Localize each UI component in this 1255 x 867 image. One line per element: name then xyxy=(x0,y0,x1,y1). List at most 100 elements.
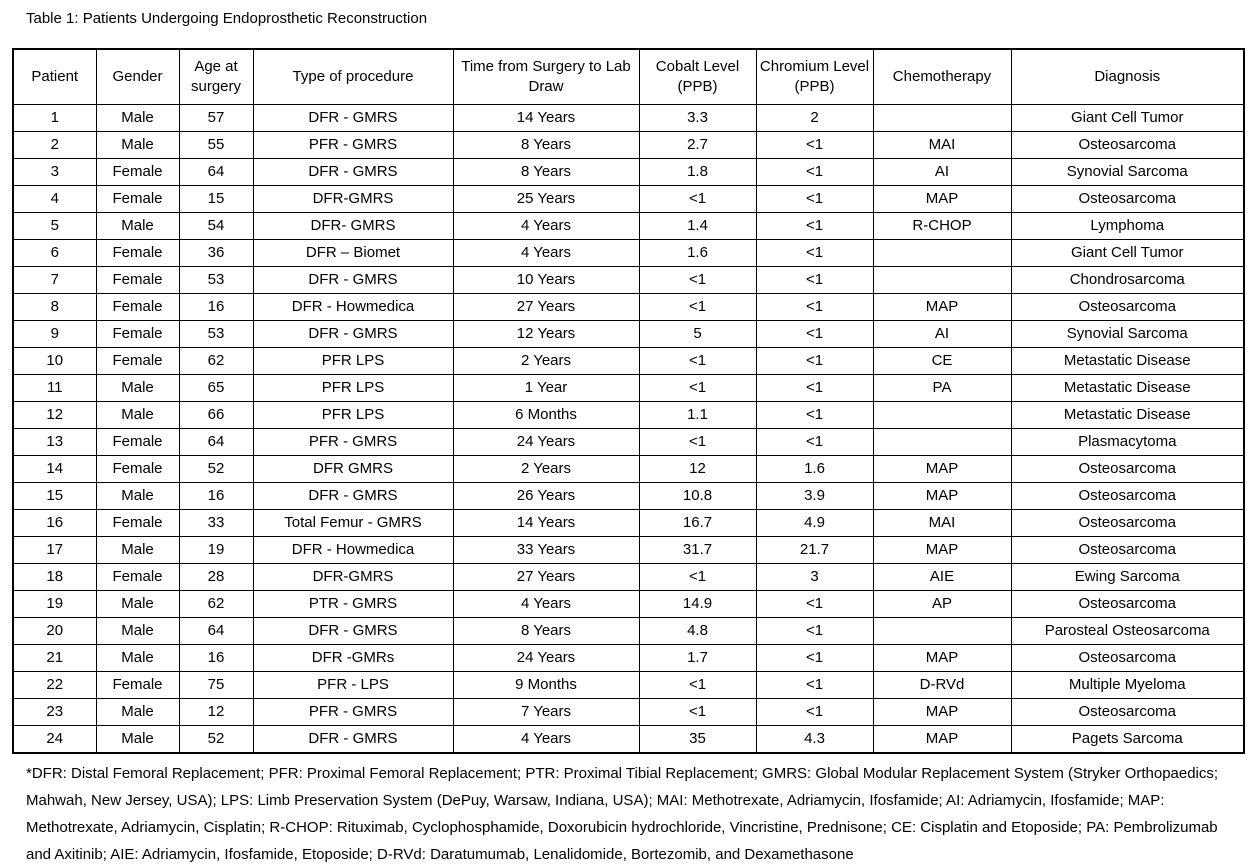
cell-chemo: MAI xyxy=(872,509,1012,537)
cell-patient: 3 xyxy=(12,158,97,186)
cell-time: 14 Years xyxy=(452,104,640,132)
cell-patient: 6 xyxy=(12,239,97,267)
cell-gender: Female xyxy=(95,671,180,699)
cell-procedure: DFR - GMRS xyxy=(252,104,454,132)
column-header-diagnosis: Diagnosis xyxy=(1010,48,1245,105)
cell-patient: 24 xyxy=(12,725,97,754)
cell-age: 75 xyxy=(178,671,254,699)
cell-patient: 13 xyxy=(12,428,97,456)
cell-patient: 9 xyxy=(12,320,97,348)
cell-chemo: AI xyxy=(872,158,1012,186)
cell-chromium: <1 xyxy=(755,374,874,402)
cell-age: 12 xyxy=(178,698,254,726)
cell-age: 64 xyxy=(178,617,254,645)
cell-chromium: 4.9 xyxy=(755,509,874,537)
cell-patient: 10 xyxy=(12,347,97,375)
cell-age: 52 xyxy=(178,725,254,754)
cell-chemo: AI xyxy=(872,320,1012,348)
cell-cobalt: <1 xyxy=(638,347,757,375)
column-header-chemo: Chemotherapy xyxy=(872,48,1012,105)
table-row: 18 Female 28 DFR-GMRS 27 Years <1 3 AIE Ewing Sa… xyxy=(12,563,1245,591)
cell-time: 12 Years xyxy=(452,320,640,348)
cell-time: 14 Years xyxy=(452,509,640,537)
cell-patient: 22 xyxy=(12,671,97,699)
cell-gender: Male xyxy=(95,617,180,645)
cell-diagnosis: Chondrosarcoma xyxy=(1010,266,1245,294)
cell-cobalt: 3.3 xyxy=(638,104,757,132)
cell-cobalt: 1.7 xyxy=(638,644,757,672)
cell-gender: Male xyxy=(95,104,180,132)
cell-cobalt: 1.8 xyxy=(638,158,757,186)
cell-chromium: <1 xyxy=(755,185,874,213)
cell-age: 16 xyxy=(178,482,254,510)
cell-diagnosis: Multiple Myeloma xyxy=(1010,671,1245,699)
cell-diagnosis: Giant Cell Tumor xyxy=(1010,104,1245,132)
cell-patient: 4 xyxy=(12,185,97,213)
table-row: 1 Male 57 DFR - GMRS 14 Years 3.3 2 Giant Cell … xyxy=(12,104,1245,132)
cell-gender: Male xyxy=(95,698,180,726)
cell-chemo: R-CHOP xyxy=(872,212,1012,240)
cell-patient: 16 xyxy=(12,509,97,537)
cell-gender: Male xyxy=(95,536,180,564)
table-row: 14 Female 52 DFR GMRS 2 Years 12 1.6 MAP Osteosa… xyxy=(12,455,1245,483)
cell-patient: 8 xyxy=(12,293,97,321)
cell-chromium: <1 xyxy=(755,698,874,726)
cell-chromium: <1 xyxy=(755,644,874,672)
cell-age: 52 xyxy=(178,455,254,483)
cell-chromium: 2 xyxy=(755,104,874,132)
cell-time: 8 Years xyxy=(452,158,640,186)
cell-time: 27 Years xyxy=(452,293,640,321)
cell-time: 9 Months xyxy=(452,671,640,699)
cell-chromium: <1 xyxy=(755,671,874,699)
cell-gender: Male xyxy=(95,401,180,429)
cell-chemo: AIE xyxy=(872,563,1012,591)
cell-chemo xyxy=(872,617,1012,645)
cell-diagnosis: Synovial Sarcoma xyxy=(1010,320,1245,348)
cell-chemo xyxy=(872,428,1012,456)
cell-time: 10 Years xyxy=(452,266,640,294)
cell-procedure: DFR - Howmedica xyxy=(252,536,454,564)
cell-diagnosis: Osteosarcoma xyxy=(1010,590,1245,618)
table-row: 19 Male 62 PTR - GMRS 4 Years 14.9 <1 AP Osteosa… xyxy=(12,590,1245,618)
cell-procedure: PFR - LPS xyxy=(252,671,454,699)
cell-diagnosis: Osteosarcoma xyxy=(1010,698,1245,726)
table-row: 12 Male 66 PFR LPS 6 Months 1.1 <1 Metastatic D… xyxy=(12,401,1245,429)
cell-age: 16 xyxy=(178,644,254,672)
patients-table: Patient Gender Age at surgery Type of proce… xyxy=(12,48,1245,754)
table-row: 3 Female 64 DFR - GMRS 8 Years 1.8 <1 AI Synovia… xyxy=(12,158,1245,186)
cell-chemo: D-RVd xyxy=(872,671,1012,699)
table-row: 2 Male 55 PFR - GMRS 8 Years 2.7 <1 MAI Osteosar… xyxy=(12,131,1245,159)
cell-cobalt: <1 xyxy=(638,266,757,294)
cell-procedure: DFR GMRS xyxy=(252,455,454,483)
cell-procedure: DFR -GMRs xyxy=(252,644,454,672)
cell-time: 33 Years xyxy=(452,536,640,564)
cell-chromium: <1 xyxy=(755,239,874,267)
cell-age: 33 xyxy=(178,509,254,537)
column-header-chromium: Chromium Level (PPB) xyxy=(755,48,874,105)
column-header-time: Time from Surgery to Lab Draw xyxy=(452,48,640,105)
cell-chromium: <1 xyxy=(755,617,874,645)
cell-procedure: DFR-GMRS xyxy=(252,563,454,591)
cell-chemo xyxy=(872,401,1012,429)
table-row: 7 Female 53 DFR - GMRS 10 Years <1 <1 Chondrosa… xyxy=(12,266,1245,294)
cell-gender: Male xyxy=(95,131,180,159)
column-header-age: Age at surgery xyxy=(178,48,254,105)
cell-patient: 21 xyxy=(12,644,97,672)
cell-chromium: <1 xyxy=(755,212,874,240)
cell-diagnosis: Osteosarcoma xyxy=(1010,293,1245,321)
cell-gender: Female xyxy=(95,293,180,321)
cell-gender: Female xyxy=(95,320,180,348)
cell-age: 62 xyxy=(178,590,254,618)
cell-chromium: <1 xyxy=(755,320,874,348)
cell-patient: 23 xyxy=(12,698,97,726)
cell-gender: Male xyxy=(95,212,180,240)
cell-patient: 14 xyxy=(12,455,97,483)
cell-time: 8 Years xyxy=(452,617,640,645)
cell-procedure: PFR LPS xyxy=(252,347,454,375)
cell-diagnosis: Osteosarcoma xyxy=(1010,536,1245,564)
cell-gender: Female xyxy=(95,266,180,294)
cell-chemo xyxy=(872,239,1012,267)
cell-chemo xyxy=(872,104,1012,132)
cell-procedure: DFR-GMRS xyxy=(252,185,454,213)
cell-diagnosis: Lymphoma xyxy=(1010,212,1245,240)
